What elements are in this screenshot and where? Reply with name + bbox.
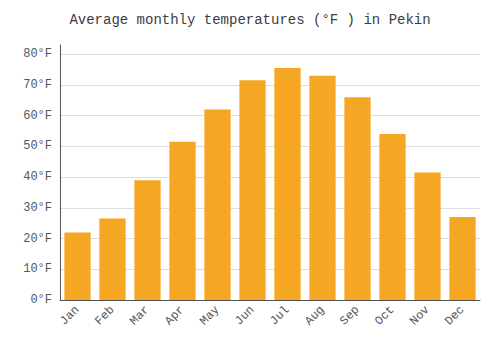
svg-text:Aug: Aug	[302, 303, 327, 328]
svg-text:Sep: Sep	[337, 303, 362, 328]
svg-text:30°F: 30°F	[23, 201, 52, 215]
svg-text:80°F: 80°F	[23, 47, 52, 61]
svg-text:0°F: 0°F	[30, 293, 52, 307]
svg-text:60°F: 60°F	[23, 109, 52, 123]
svg-text:Feb: Feb	[92, 303, 117, 328]
svg-text:Jan: Jan	[57, 303, 82, 328]
svg-text:50°F: 50°F	[23, 139, 52, 153]
svg-text:Oct: Oct	[372, 303, 397, 328]
svg-text:10°F: 10°F	[23, 262, 52, 276]
svg-text:May: May	[197, 303, 222, 328]
svg-text:Apr: Apr	[162, 303, 187, 328]
svg-text:40°F: 40°F	[23, 170, 52, 184]
svg-text:Mar: Mar	[127, 303, 152, 328]
svg-text:Nov: Nov	[407, 303, 432, 328]
svg-text:Dec: Dec	[442, 303, 467, 328]
svg-text:70°F: 70°F	[23, 78, 52, 92]
svg-text:Jun: Jun	[232, 303, 257, 328]
svg-text:20°F: 20°F	[23, 232, 52, 246]
svg-text:Average monthly temperatures (: Average monthly temperatures (°F ) in Pe…	[69, 12, 430, 28]
svg-text:Jul: Jul	[267, 303, 292, 328]
